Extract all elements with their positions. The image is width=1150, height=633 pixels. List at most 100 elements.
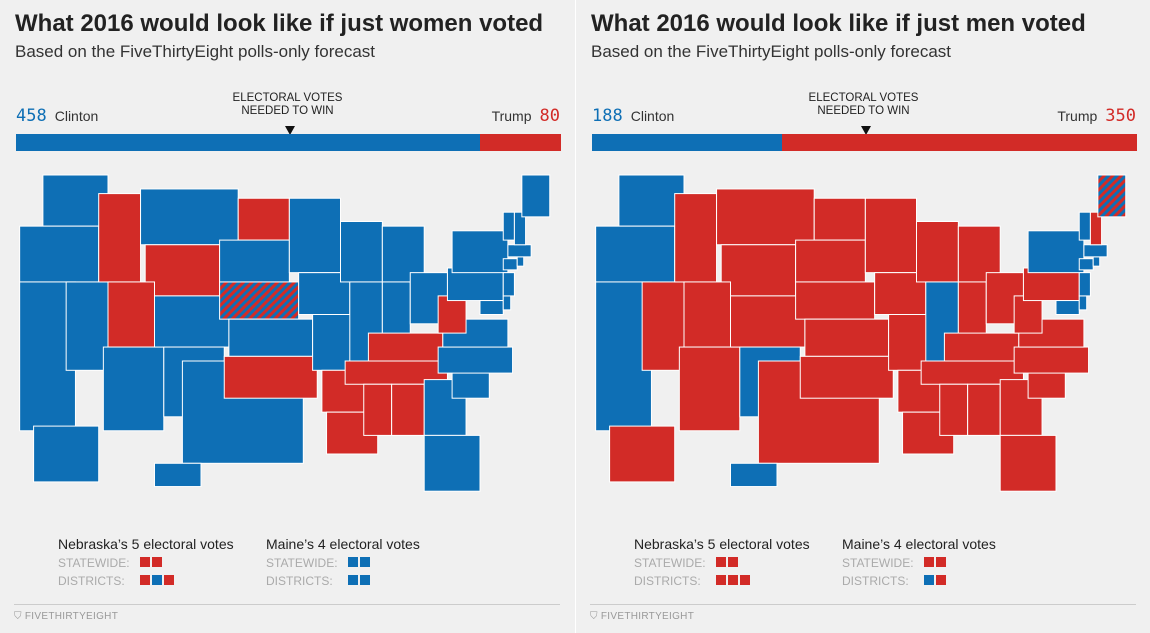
chart-title: What 2016 would look like if just women …: [15, 10, 544, 37]
clinton-district-square: [348, 575, 358, 585]
state-or: [19, 225, 100, 283]
fivethirtyeight-fox-icon: ⛉: [14, 611, 25, 622]
state-ks: [228, 318, 314, 357]
clinton-label: Clinton: [54, 108, 99, 124]
state-mt: [140, 188, 239, 246]
state-vt: [1078, 211, 1091, 241]
trump-district-square: [728, 557, 738, 567]
state-ms: [363, 383, 393, 436]
state-mt: [716, 188, 815, 246]
state-wy: [720, 244, 797, 297]
clinton-votes: 188: [592, 106, 623, 126]
state-ok: [223, 355, 318, 399]
state-wi: [916, 221, 959, 283]
state-al: [391, 383, 425, 436]
trump-district-square: [140, 557, 150, 567]
trump-district-square: [740, 575, 750, 585]
us-map: [595, 174, 1127, 492]
state-ne: [219, 281, 300, 320]
clinton-district-square: [924, 575, 934, 585]
clinton-votes: 458: [16, 106, 47, 126]
needed-to-win-label: ELECTORAL VOTES NEEDED TO WIN: [232, 92, 343, 117]
statewide-label: STATEWIDE:: [266, 556, 338, 570]
state-ok: [799, 355, 894, 399]
panel-divider: [575, 0, 576, 633]
state-nd: [813, 197, 866, 241]
trump-district-square: [936, 575, 946, 585]
clinton-bar: [16, 134, 480, 151]
state-ny: [451, 230, 509, 274]
men-panel: What 2016 would look like if just men vo…: [576, 0, 1150, 633]
state-ks: [804, 318, 890, 357]
clinton-bar: [592, 134, 783, 151]
footer: ⛉ FIVETHIRTYEIGHT: [590, 604, 1136, 622]
trump-district-square: [716, 557, 726, 567]
state-ut: [683, 281, 731, 348]
state-fl: [423, 434, 481, 492]
state-md: [1055, 300, 1080, 316]
state-az: [102, 346, 165, 432]
trump-district-square: [152, 557, 162, 567]
state-ct: [502, 258, 518, 271]
trump-label: Trump: [1057, 108, 1098, 124]
state-nc: [437, 346, 514, 374]
electoral-bar: [16, 134, 561, 151]
state-ak: [609, 425, 676, 483]
trump-label: Trump: [491, 108, 532, 124]
state-nv: [641, 281, 685, 371]
trump-total: Trump 80: [492, 106, 560, 126]
state-ny: [1027, 230, 1085, 274]
needed-marker-icon: [284, 126, 295, 135]
state-sd: [219, 239, 290, 283]
state-ky: [367, 332, 444, 362]
trump-district-square: [936, 557, 946, 567]
statewide-label: STATEWIDE:: [634, 556, 706, 570]
nebraska-legend: Nebraska’s 5 electoral votes STATEWIDE: …: [634, 536, 810, 588]
districts-label: DISTRICTS:: [58, 574, 125, 588]
state-nd: [237, 197, 290, 241]
state-nj: [502, 272, 515, 297]
state-nh: [1089, 211, 1103, 246]
state-az: [678, 346, 741, 432]
trump-total: Trump 350: [1057, 106, 1136, 126]
state-ms: [939, 383, 969, 436]
districts-label: DISTRICTS:: [842, 574, 909, 588]
chart-subtitle: Based on the FiveThirtyEight polls-only …: [591, 42, 952, 61]
state-wa: [618, 174, 685, 227]
state-co: [154, 295, 230, 348]
state-vt: [502, 211, 515, 241]
state-ma: [1083, 244, 1108, 258]
state-ut: [107, 281, 155, 348]
needed-marker-icon: [860, 126, 871, 135]
state-nv: [65, 281, 109, 371]
state-ct: [1078, 258, 1094, 271]
clinton-district-square: [152, 575, 162, 585]
state-id: [98, 193, 142, 283]
state-nj: [1078, 272, 1091, 297]
state-ri: [1092, 256, 1101, 267]
trump-district-square: [716, 575, 726, 585]
state-nh: [513, 211, 527, 246]
state-ak: [33, 425, 100, 483]
statewide-label: STATEWIDE:: [842, 556, 914, 570]
us-map: [19, 174, 551, 492]
statewide-label: STATEWIDE:: [58, 556, 130, 570]
clinton-label: Clinton: [630, 108, 675, 124]
fivethirtyeight-fox-icon: ⛉: [590, 611, 601, 622]
state-de: [502, 295, 512, 311]
electoral-bar: [592, 134, 1137, 151]
footer-brand: FIVETHIRTYEIGHT: [24, 611, 119, 622]
state-wv: [1013, 295, 1043, 334]
nebraska-legend: Nebraska’s 5 electoral votes STATEWIDE: …: [58, 536, 234, 588]
needed-to-win-label: ELECTORAL VOTES NEEDED TO WIN: [808, 92, 919, 117]
state-me: [521, 174, 551, 218]
state-hi: [154, 462, 202, 488]
state-ne: [795, 281, 876, 320]
clinton-total: 458 Clinton: [16, 106, 98, 126]
trump-bar: [782, 134, 1137, 151]
state-wi: [340, 221, 383, 283]
state-de: [1078, 295, 1088, 311]
state-wy: [144, 244, 221, 297]
chart-subtitle: Based on the FiveThirtyEight polls-only …: [15, 42, 376, 61]
chart-title: What 2016 would look like if just men vo…: [591, 10, 1086, 37]
